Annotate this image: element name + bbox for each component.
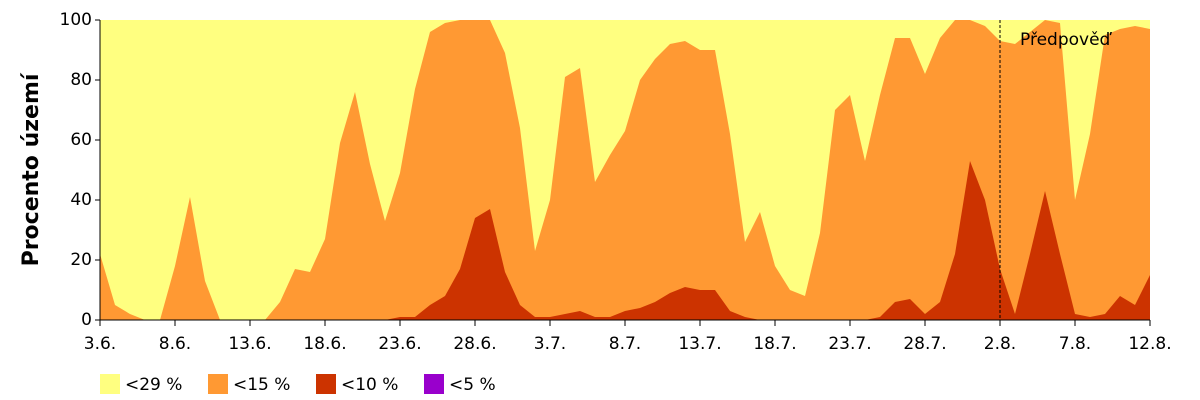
y-axis-label: Procento území: [19, 72, 44, 266]
annotation: Předpověď: [1020, 30, 1113, 50]
x-tick-label: 23.6.: [378, 334, 421, 354]
legend-label: <10 %: [341, 375, 398, 395]
x-tick-label: 13.7.: [678, 334, 721, 354]
y-tick-label: 0: [81, 310, 92, 330]
legend-label: <15 %: [233, 375, 290, 395]
legend-swatch: [208, 374, 228, 394]
y-tick-label: 20: [70, 250, 92, 270]
y-tick-label: 100: [60, 10, 92, 30]
legend-swatch: [100, 374, 120, 394]
area: [100, 20, 1150, 320]
x-tick-label: 3.6.: [84, 334, 116, 354]
y-tick-label: 60: [70, 130, 92, 150]
x-tick-label: 3.7.: [534, 334, 566, 354]
y-tick-label: 40: [70, 190, 92, 210]
area: [100, 161, 1150, 320]
x-tick-label: 23.7.: [828, 334, 871, 354]
x-tick-label: 8.6.: [159, 334, 191, 354]
x-tick-label: 12.8.: [1128, 334, 1171, 354]
x-tick-label: 8.7.: [609, 334, 641, 354]
x-tick-label: 13.6.: [228, 334, 271, 354]
legend-swatch: [316, 374, 336, 394]
y-tick-label: 80: [70, 70, 92, 90]
x-tick-label: 28.7.: [903, 334, 946, 354]
x-tick-label: 18.7.: [753, 334, 796, 354]
legend-label: <5 %: [449, 375, 496, 395]
x-tick-label: 18.6.: [303, 334, 346, 354]
legend-label: <29 %: [125, 375, 182, 395]
x-tick-label: 28.6.: [453, 334, 496, 354]
legend-swatch: [424, 374, 444, 394]
x-tick-label: 7.8.: [1059, 334, 1091, 354]
x-tick-label: 2.8.: [984, 334, 1016, 354]
